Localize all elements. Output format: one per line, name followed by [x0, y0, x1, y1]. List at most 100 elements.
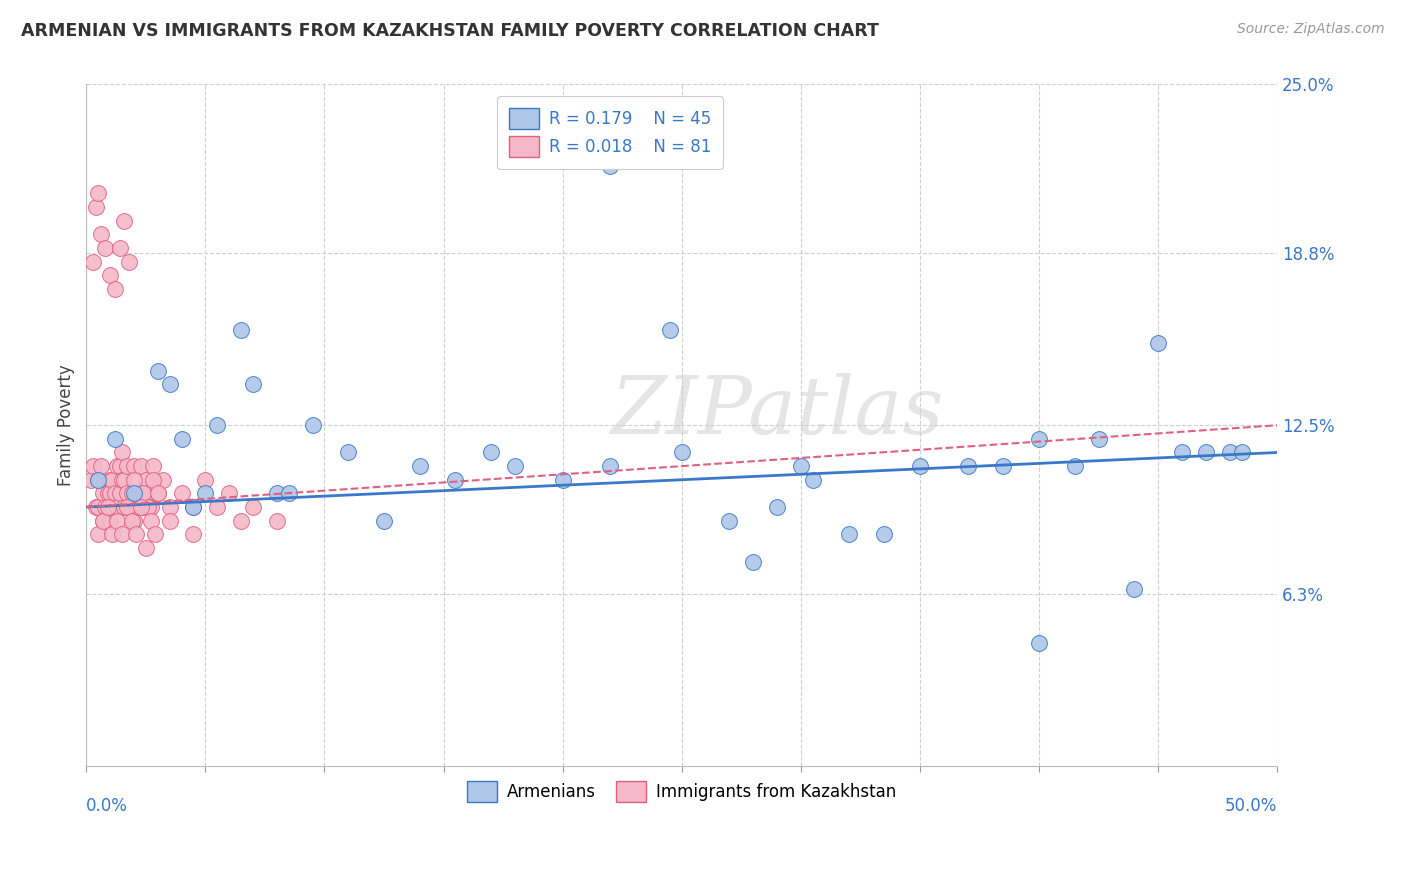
Point — [599, 459, 621, 474]
Point — [142, 459, 165, 474]
Point — [207, 500, 229, 514]
Point — [111, 445, 134, 459]
Point — [136, 500, 159, 514]
Point — [80, 473, 103, 487]
Point — [146, 486, 169, 500]
Point — [373, 514, 395, 528]
Point — [1195, 445, 1218, 459]
Point — [194, 473, 217, 487]
Point — [111, 527, 134, 541]
Point — [159, 377, 181, 392]
Point — [671, 445, 693, 459]
Point — [207, 418, 229, 433]
Point — [98, 486, 121, 500]
Point — [218, 486, 240, 500]
Point — [266, 514, 288, 528]
Point — [105, 500, 128, 514]
Point — [136, 486, 159, 500]
Point — [908, 459, 931, 474]
Point — [837, 527, 859, 541]
Point — [94, 241, 117, 255]
Point — [766, 500, 789, 514]
Point — [444, 473, 467, 487]
Point — [1028, 432, 1050, 446]
Point — [87, 473, 110, 487]
Point — [121, 486, 143, 500]
Point — [82, 254, 104, 268]
Point — [82, 459, 104, 474]
Point — [1230, 445, 1253, 459]
Point — [90, 459, 112, 474]
Point — [128, 486, 150, 500]
Point — [115, 486, 138, 500]
Point — [97, 500, 120, 514]
Point — [551, 473, 574, 487]
Point — [229, 323, 252, 337]
Point — [599, 159, 621, 173]
Point — [122, 514, 145, 528]
Point — [142, 473, 165, 487]
Point — [801, 473, 824, 487]
Point — [108, 486, 131, 500]
Text: ZIPatlas: ZIPatlas — [610, 373, 943, 450]
Point — [108, 241, 131, 255]
Point — [115, 500, 138, 514]
Point — [129, 459, 152, 474]
Point — [129, 500, 152, 514]
Point — [873, 527, 896, 541]
Point — [139, 514, 162, 528]
Point — [101, 500, 124, 514]
Point — [242, 377, 264, 392]
Text: Source: ZipAtlas.com: Source: ZipAtlas.com — [1237, 22, 1385, 37]
Point — [91, 514, 114, 528]
Point — [503, 459, 526, 474]
Text: ARMENIAN VS IMMIGRANTS FROM KAZAKHSTAN FAMILY POVERTY CORRELATION CHART: ARMENIAN VS IMMIGRANTS FROM KAZAKHSTAN F… — [21, 22, 879, 40]
Text: 50.0%: 50.0% — [1225, 797, 1277, 814]
Point — [115, 459, 138, 474]
Point — [183, 500, 205, 514]
Point — [87, 527, 110, 541]
Point — [132, 500, 155, 514]
Point — [87, 186, 110, 201]
Point — [91, 486, 114, 500]
Point — [145, 527, 167, 541]
Point — [266, 486, 288, 500]
Point — [125, 486, 148, 500]
Point — [159, 514, 181, 528]
Point — [409, 459, 432, 474]
Point — [146, 364, 169, 378]
Point — [301, 418, 323, 433]
Point — [242, 500, 264, 514]
Point — [1123, 582, 1146, 596]
Point — [146, 486, 169, 500]
Point — [658, 323, 681, 337]
Point — [1171, 445, 1194, 459]
Point — [112, 500, 135, 514]
Point — [118, 254, 141, 268]
Point — [101, 473, 124, 487]
Point — [112, 473, 135, 487]
Point — [122, 486, 145, 500]
Point — [135, 541, 157, 555]
Point — [277, 486, 299, 500]
Point — [84, 200, 107, 214]
Point — [97, 486, 120, 500]
Point — [1028, 636, 1050, 650]
Point — [104, 282, 127, 296]
Point — [956, 459, 979, 474]
Point — [125, 527, 148, 541]
Point — [101, 527, 124, 541]
Point — [337, 445, 360, 459]
Point — [742, 555, 765, 569]
Y-axis label: Family Poverty: Family Poverty — [58, 364, 75, 486]
Point — [125, 500, 148, 514]
Point — [183, 527, 205, 541]
Point — [132, 486, 155, 500]
Point — [91, 514, 114, 528]
Point — [152, 473, 174, 487]
Point — [1087, 432, 1109, 446]
Point — [121, 514, 143, 528]
Point — [159, 500, 181, 514]
Point — [1219, 445, 1241, 459]
Point — [104, 486, 127, 500]
